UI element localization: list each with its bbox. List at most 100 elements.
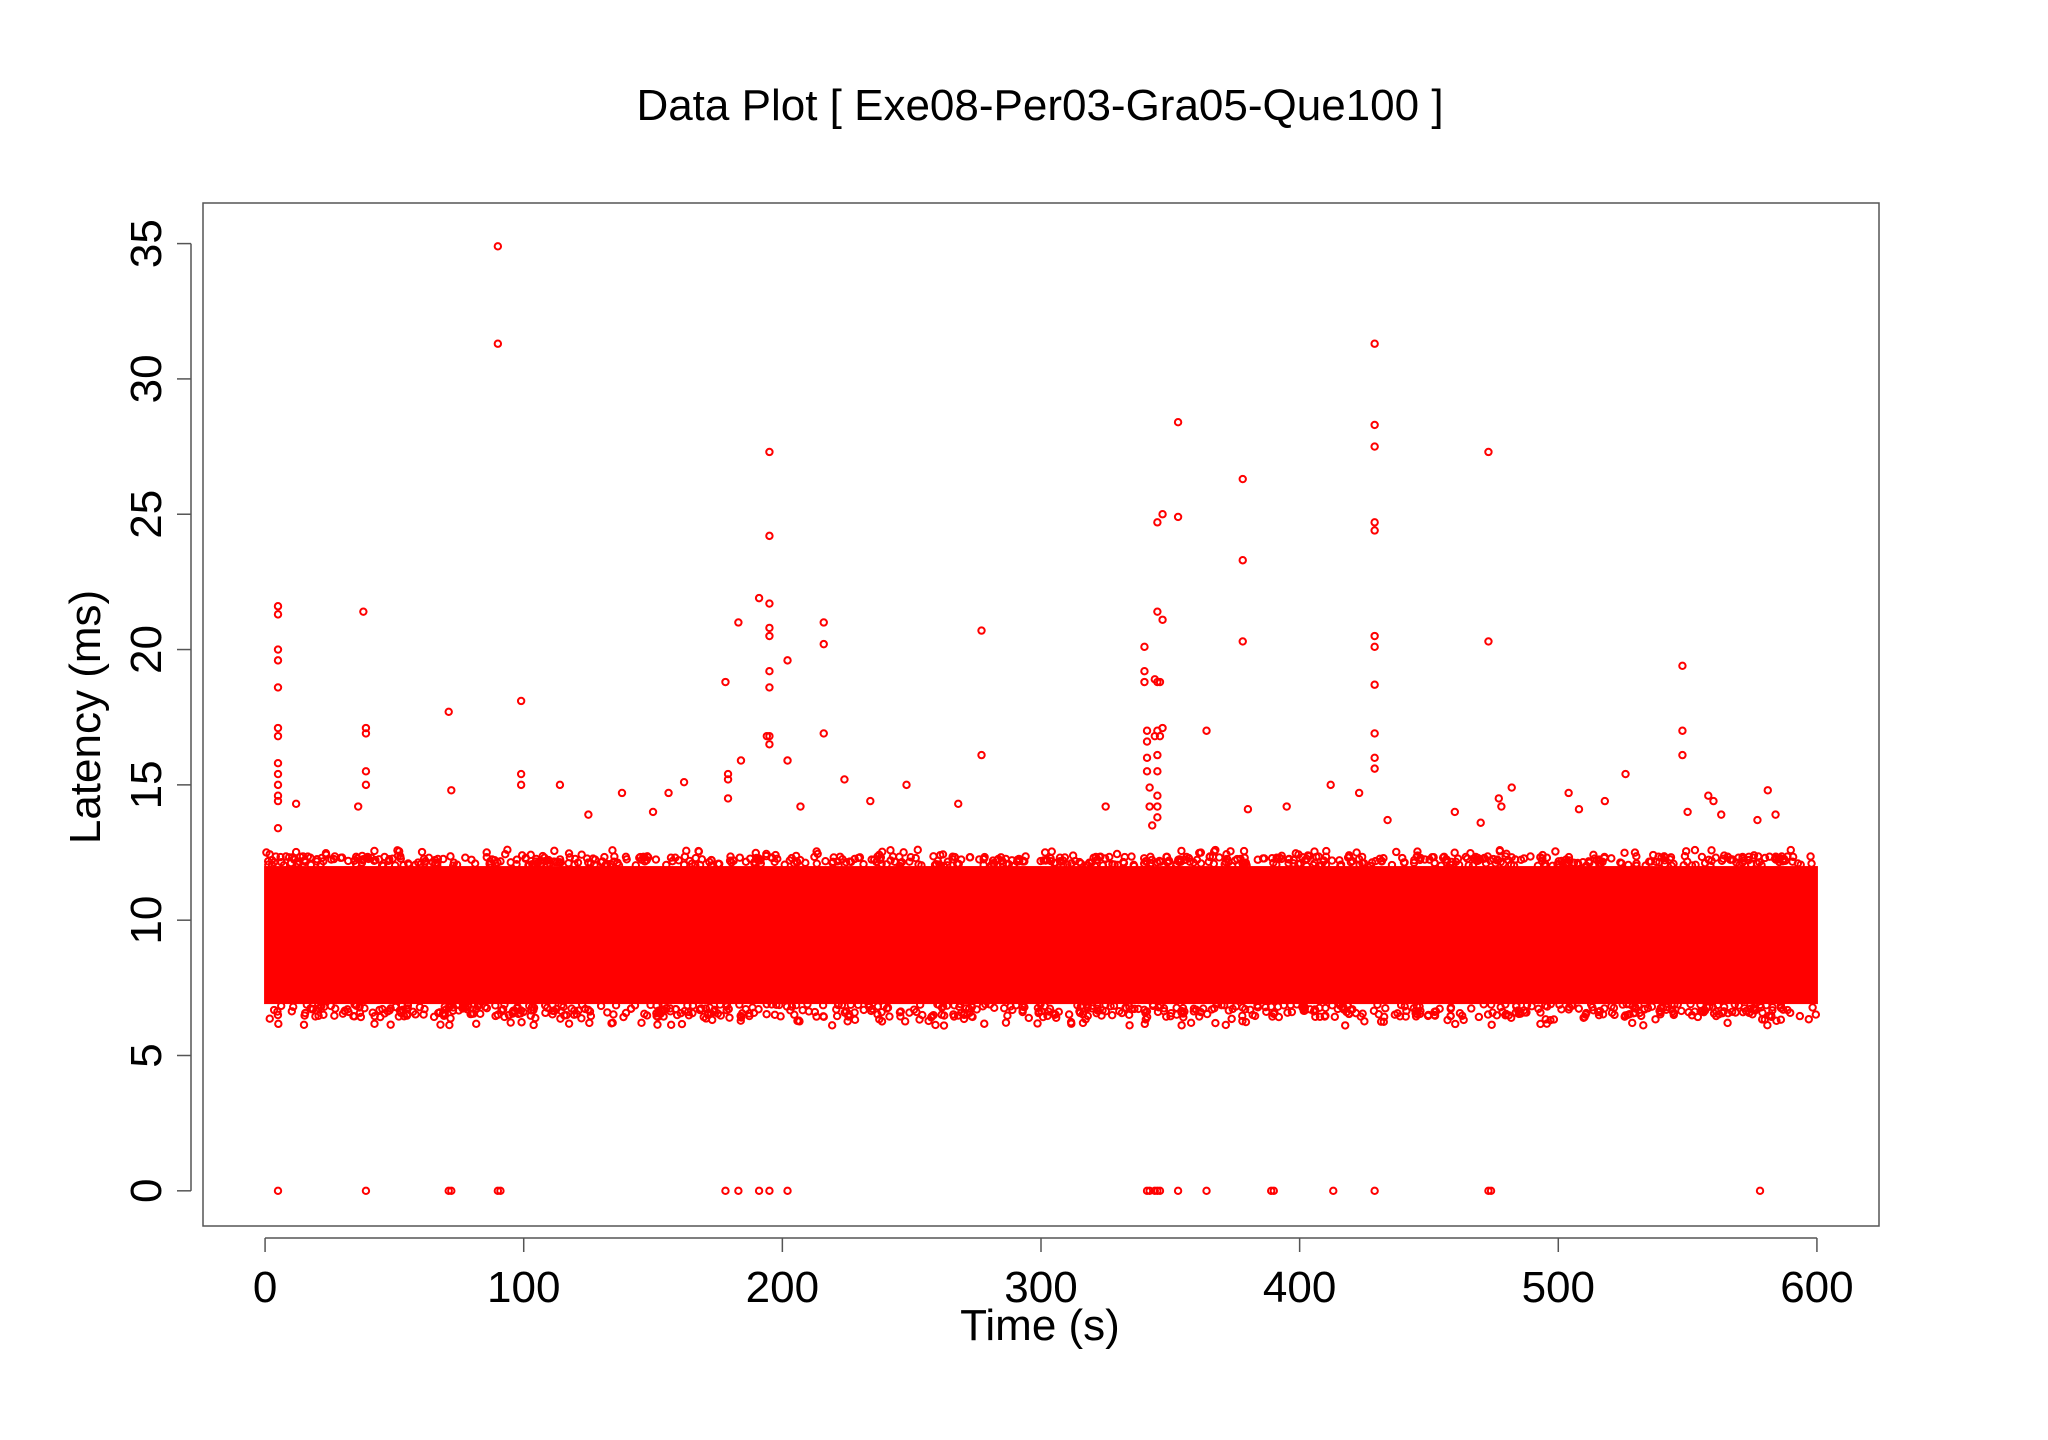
x-tick-label: 500 (1522, 1263, 1595, 1312)
data-point (1568, 1000, 1577, 1010)
outlier-point (723, 794, 733, 803)
data-point (905, 1008, 914, 1017)
data-point (1348, 1005, 1357, 1014)
data-point (1337, 1002, 1347, 1012)
data-point (1001, 1018, 1011, 1027)
data-point (1644, 857, 1654, 866)
data-point (1548, 861, 1557, 871)
data-point (1112, 849, 1122, 859)
data-point (1043, 1011, 1052, 1021)
outlier-point (1370, 339, 1379, 348)
data-point (329, 854, 339, 864)
data-point (531, 1013, 540, 1023)
data-point (269, 1005, 279, 1015)
data-point (1381, 1004, 1390, 1013)
data-point (1669, 1008, 1679, 1018)
data-point (1224, 1006, 1234, 1015)
outlier-point (765, 683, 774, 692)
data-point (1409, 858, 1419, 867)
data-point (1049, 858, 1059, 868)
zero-point (273, 1186, 283, 1196)
data-point (1196, 859, 1206, 868)
data-point (1117, 1008, 1127, 1018)
data-point (975, 855, 984, 864)
data-point (1811, 1010, 1821, 1019)
data-point (666, 853, 676, 862)
data-point (1219, 1000, 1229, 1010)
data-point (1024, 1013, 1034, 1023)
data-point (621, 1008, 631, 1018)
outlier-point (765, 623, 774, 633)
data-point (1034, 1008, 1043, 1018)
data-point (938, 850, 948, 859)
data-point (1239, 846, 1249, 856)
data-point (1302, 861, 1311, 871)
data-point (1416, 853, 1425, 863)
data-point (356, 1012, 366, 1022)
data-point (276, 852, 285, 862)
zero-point (1202, 1186, 1211, 1196)
data-point (368, 1008, 377, 1017)
outlier-point (493, 242, 503, 251)
data-point (1226, 847, 1235, 856)
data-point (914, 860, 923, 869)
data-point (787, 1002, 797, 1011)
data-point (608, 1018, 617, 1027)
data-point (679, 860, 689, 870)
data-point (1269, 858, 1278, 868)
data-point (1109, 1001, 1119, 1011)
data-point (529, 1020, 538, 1030)
data-point (725, 856, 735, 865)
data-point (1238, 858, 1247, 868)
data-point (1075, 857, 1084, 867)
outlier-point (977, 750, 986, 760)
data-point (697, 855, 707, 864)
data-point (1209, 859, 1219, 868)
outlier-point (1450, 807, 1460, 817)
data-point (1506, 860, 1516, 869)
outlier-point (1153, 767, 1162, 776)
data-point (705, 1003, 714, 1012)
data-point (837, 1000, 847, 1010)
data-point (1624, 860, 1633, 870)
data-point (1487, 1020, 1496, 1029)
data-point (1632, 861, 1641, 870)
data-point (1467, 1004, 1476, 1013)
outlier-point (1484, 637, 1493, 646)
outlier-point (866, 796, 875, 806)
data-point (1186, 1018, 1196, 1028)
data-point (1442, 858, 1451, 867)
data-point (972, 1005, 981, 1014)
data-point (828, 857, 838, 867)
data-point (1067, 859, 1076, 868)
outlier-point (1484, 447, 1493, 457)
data-point (417, 847, 427, 857)
data-point (1757, 861, 1766, 870)
data-point (1166, 1012, 1175, 1021)
data-point (445, 1020, 454, 1030)
data-point (1328, 1001, 1337, 1010)
data-point (791, 1001, 801, 1010)
data-point (801, 858, 810, 868)
outlier-point (273, 723, 283, 733)
data-point (503, 845, 512, 855)
outlier-point (1153, 791, 1162, 800)
data-point (300, 1011, 309, 1020)
outlier-point (1158, 615, 1167, 624)
data-point (1221, 1020, 1231, 1030)
data-point (735, 1000, 744, 1009)
data-point (1402, 1006, 1411, 1016)
outlier-point (1370, 642, 1379, 652)
data-point (1289, 859, 1298, 868)
data-point (979, 860, 988, 870)
data-point (1129, 861, 1139, 871)
outlier-point (1153, 750, 1162, 760)
data-point (439, 854, 448, 864)
data-point (939, 1021, 949, 1030)
data-point (1399, 858, 1409, 867)
data-point (396, 852, 405, 861)
outlier-point (584, 810, 593, 819)
data-point (1321, 1003, 1330, 1013)
data-point (380, 852, 389, 862)
data-point (1647, 1002, 1657, 1011)
